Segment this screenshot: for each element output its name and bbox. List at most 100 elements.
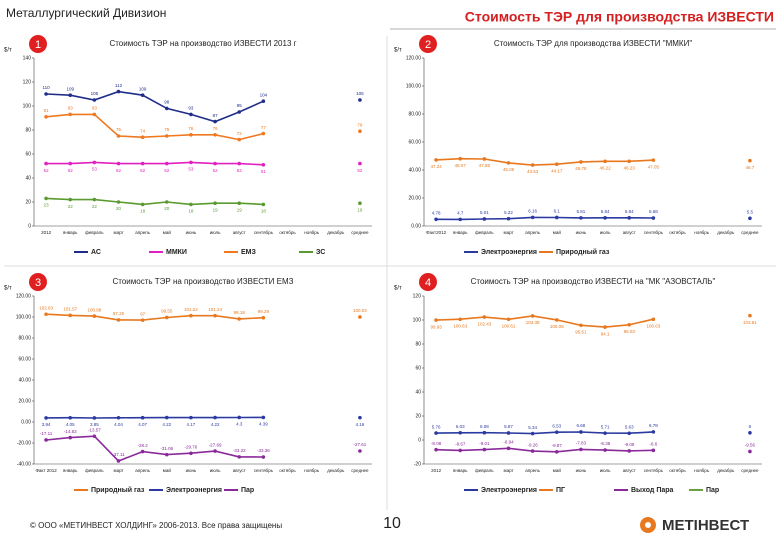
point [506,216,511,221]
point [164,106,169,111]
point [434,217,438,222]
logo: МЕТІНВЕСТ [662,517,749,534]
point [482,430,487,435]
point [92,434,97,439]
point [530,215,535,220]
data-label: 76 [213,126,219,131]
data-label: 76 [188,126,194,131]
data-label: 99.93 [430,324,442,329]
point [530,431,535,436]
x-tick-label: июль [210,230,221,235]
data-label: -31.06 [160,446,173,451]
point [92,416,97,420]
data-label: -8.01 [479,441,490,446]
x-tick-label: январь [453,468,468,473]
y-tick-label: 60.00 [18,356,31,362]
data-label: 6.1 [554,209,561,214]
point [651,158,656,162]
point [748,313,752,318]
x-tick-label: среднее [351,468,369,473]
point [458,156,463,161]
y-tick-label: -20 [414,461,421,467]
x-tick-label: февраль [475,230,494,235]
point [44,438,48,442]
y-tick-label: 40 [25,175,31,181]
point [261,202,266,207]
data-label: 5.87 [504,424,513,429]
x-tick-label: август [233,468,246,473]
chart-title: Стоимость ТЭР на производство ИЗВЕСТИ на… [471,277,716,286]
data-label: 18 [140,209,146,214]
x-tick-label: среднее [741,468,759,473]
y-tick-label: 80.00 [408,111,421,117]
x-tick-label: ноябрь [304,468,320,473]
x-tick-label: сентябрь [644,230,664,235]
y-tick-label: 60 [25,151,31,157]
point [261,99,266,103]
x-tick-label: март [113,230,123,235]
y-tick-label: 120 [23,79,32,85]
x-tick-label: 2012 [41,230,52,235]
point [627,159,632,164]
data-label: 20 [164,206,170,211]
point [189,415,193,420]
point [261,415,266,420]
data-label: 5.01 [480,210,489,215]
x-tick-label: июнь [186,230,197,235]
point [530,449,535,453]
data-label: 52 [213,168,219,173]
data-label: -27.61 [354,442,367,447]
point [140,161,145,166]
point [140,449,145,454]
point [358,201,362,205]
x-tick-label: май [553,229,562,235]
data-label: 4.22 [162,422,171,427]
x-tick-label: июнь [576,230,587,235]
legend-label: Электроэнергия [481,249,537,256]
data-label: 4.78 [432,210,441,215]
data-label: 75 [164,127,170,132]
point [140,415,145,420]
point [482,157,487,161]
data-label: 6.16 [528,209,537,214]
data-label: -6.94 [503,440,514,445]
y-tick-label: 100.00 [16,314,32,320]
point [603,216,607,220]
data-label: 4.05 [66,422,75,427]
point [44,312,48,317]
legend-label: Природный газ [91,486,145,494]
point [213,161,217,166]
data-label: 105 [91,91,99,96]
data-label: -9.08 [624,442,635,447]
data-label: 100.63 [453,323,467,328]
y-tick-label: 80 [415,341,421,347]
legend-label: Природный газ [556,248,610,256]
x-tick-label: октябрь [279,230,296,235]
x-tick-label: июль [210,468,221,473]
chart-title: Стоимость ТЭР на производство ИЗВЕСТИ 20… [109,39,296,48]
data-label: 98 [164,100,170,105]
point [44,115,48,119]
y-tick-label: 60.00 [408,139,421,145]
y-axis-label: $/т [394,286,402,292]
point [506,317,511,322]
y-tick-label: 40.00 [18,377,31,383]
point [579,216,583,220]
data-label: 4.39 [259,422,268,427]
point [579,430,583,434]
data-label: 105 [356,91,364,96]
point [748,158,752,163]
point [530,163,535,167]
y-tick-label: 140 [23,55,32,61]
data-label: 43.53 [527,169,539,174]
x-tick-label: среднее [741,230,759,235]
point [603,431,607,435]
data-label: 87 [213,113,219,118]
y-tick-label: 0.00 [411,223,421,229]
point [627,449,632,453]
point [237,110,242,114]
data-label: 46.22 [599,165,611,170]
point [140,135,145,139]
point [116,89,121,94]
point [92,112,97,117]
